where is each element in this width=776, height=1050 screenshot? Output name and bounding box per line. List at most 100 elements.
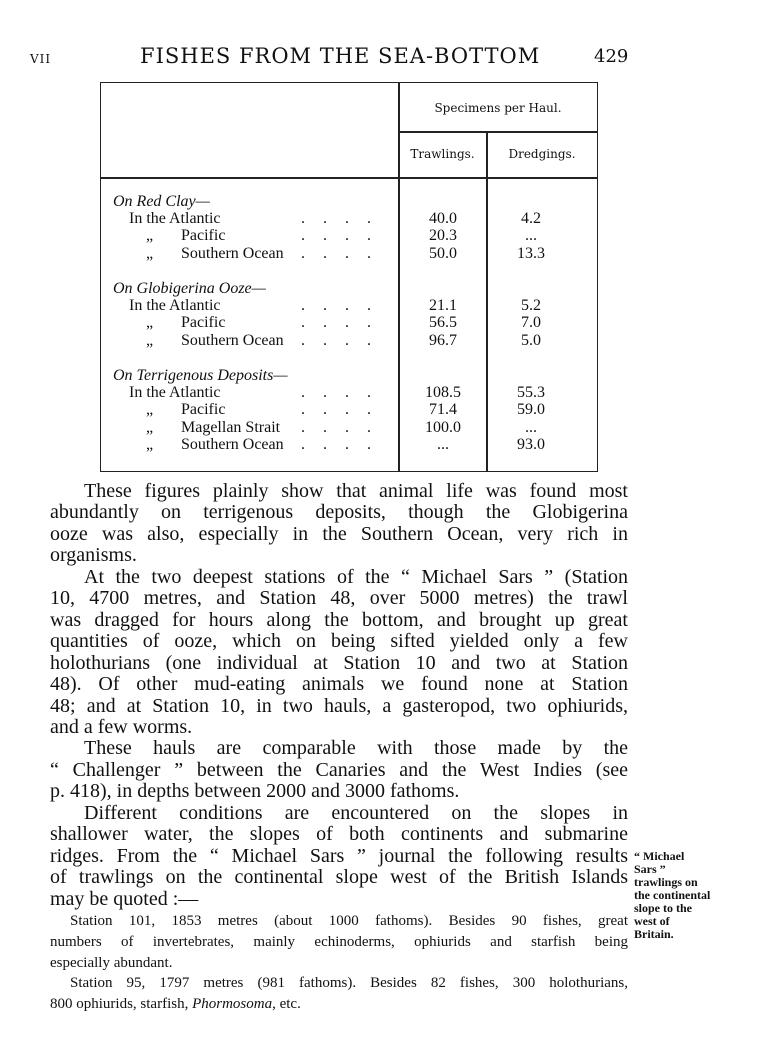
body-text-line: 48; and at Station 10, in two hauls, a g… [50, 694, 628, 717]
trawlings-value: 21.1 [429, 297, 457, 314]
trawlings-value: 56.5 [429, 314, 457, 332]
row-label: Pacific [181, 401, 226, 419]
row-label: Southern Ocean [181, 435, 284, 453]
leader-dots: .... [301, 297, 371, 314]
leader-dots: .... [301, 418, 371, 436]
ditto-mark: „ [146, 244, 154, 262]
dredgings-value: 59.0 [517, 401, 545, 419]
group-header: Specimens per Haul. [434, 101, 562, 115]
trawlings-value: 100.0 [425, 418, 461, 436]
margin-note: “ Michael Sars ” trawlings on the continent… [634, 850, 710, 941]
body-text-line: and a few worms. [50, 715, 193, 738]
trawlings-value: 96.7 [429, 331, 457, 349]
body-text-line: p. 418), in depths between 2000 and 3000… [50, 780, 460, 803]
table-row: In the Atlantic.... 21.1 5.2 [101, 297, 599, 314]
table-row: In the Atlantic.... 108.5 55.3 [101, 384, 599, 401]
column-header-trawlings: Trawlings. [410, 147, 475, 161]
page-number: 429 [594, 46, 629, 67]
header-divider [399, 131, 597, 133]
ditto-mark: „ [146, 401, 154, 419]
chapter-number: VII [30, 52, 52, 66]
row-label: Pacific [181, 314, 226, 332]
leader-dots: .... [301, 210, 371, 227]
section-title: On Terrigenous Deposits— [113, 367, 288, 384]
ditto-mark: „ [146, 314, 154, 332]
header-bottom-rule [101, 177, 597, 179]
dredgings-value: 13.3 [517, 244, 545, 262]
body-text-line: ridges. From the “ Michael Sars ” journa… [50, 844, 628, 867]
quoted-station-line: Station 95, 1797 metres (981 fathoms). B… [70, 975, 628, 992]
row-label: In the Atlantic [129, 384, 221, 401]
margin-note-line: the continental [634, 888, 711, 902]
dredgings-value: 4.2 [521, 210, 541, 227]
table-row: „ Magellan Strait.... 100.0... [101, 419, 599, 436]
row-label: Southern Ocean [181, 244, 284, 262]
row-label: In the Atlantic [129, 297, 221, 314]
body-text-line: These hauls are comparable with those ma… [84, 737, 628, 760]
table-row: „ Southern Ocean....... 93.0 [101, 436, 599, 453]
ditto-mark: „ [146, 227, 154, 245]
quoted-station-line: numbers of invertebrates, mainly echinod… [50, 933, 628, 950]
dredgings-value: 7.0 [521, 314, 541, 332]
column-divider [398, 83, 400, 471]
table-row: „ Pacific.... 71.4 59.0 [101, 401, 599, 418]
leader-dots: .... [301, 384, 371, 401]
leader-dots: .... [301, 435, 371, 453]
running-title: FISHES FROM THE SEA-BOTTOM [140, 44, 541, 68]
dredgings-value: 93.0 [517, 435, 545, 453]
specimens-table: Specimens per Haul. Trawlings. Dredgings… [100, 82, 598, 472]
table-row: In the Atlantic.... 40.0 4.2 [101, 210, 599, 227]
trawlings-value: 71.4 [429, 401, 457, 419]
trawlings-value: 40.0 [429, 210, 457, 227]
body-text-line: 48). Of other mud-eating animals we foun… [50, 673, 628, 696]
trawlings-value: 20.3 [429, 227, 457, 245]
trawlings-value: 108.5 [425, 384, 461, 401]
table-row: „ Pacific.... 56.5 7.0 [101, 314, 599, 331]
body-text-line: These figures plainly show that animal l… [84, 480, 628, 502]
section-title: On Red Clay— [113, 193, 210, 210]
leader-dots: .... [301, 401, 371, 419]
body-text-line: holothurians (one individual at Station … [50, 651, 628, 674]
row-label: Magellan Strait [181, 418, 281, 436]
ditto-mark: „ [146, 331, 154, 349]
body-text-line: quantities of ooze, which on being sifte… [50, 630, 628, 653]
body-text-line: abundantly on terrigenous deposits, thou… [50, 501, 628, 524]
body-text-line: may be quoted :— [50, 887, 199, 910]
trawlings-value: ... [437, 435, 449, 453]
dredgings-value: ... [525, 227, 537, 245]
ditto-mark: „ [146, 435, 154, 453]
column-divider [486, 131, 488, 471]
dredgings-value: 5.2 [521, 297, 541, 314]
quoted-station-line: 800 ophiurids, starfish, Phormosoma, etc… [50, 996, 301, 1013]
dredgings-value: 5.0 [521, 331, 541, 349]
quoted-station-line: especially abundant. [50, 954, 173, 971]
column-header-dredgings: Dredgings. [508, 147, 576, 161]
margin-note-line: trawlings on [634, 875, 698, 889]
body-text-line: was dragged for hours along the bottom, … [50, 608, 628, 631]
leader-dots: .... [301, 331, 371, 349]
ditto-mark: „ [146, 418, 154, 436]
row-label: In the Atlantic [129, 210, 221, 227]
row-label: Southern Ocean [181, 331, 284, 349]
body-text-line: ooze was also, especially in the Souther… [50, 522, 628, 545]
section-title: On Globigerina Ooze— [113, 280, 266, 297]
dredgings-value: 55.3 [517, 384, 545, 401]
body-text-line: shallower water, the slopes of both cont… [50, 823, 628, 846]
trawlings-value: 50.0 [429, 244, 457, 262]
body-text-line: 10, 4700 metres, and Station 48, over 50… [50, 587, 628, 610]
margin-note-line: west of [634, 914, 670, 928]
margin-note-line: Sars ” [634, 862, 666, 876]
body-text-line: Different conditions are encountered on … [84, 801, 628, 824]
dredgings-value: ... [525, 418, 537, 436]
margin-note-line: slope to the [634, 901, 692, 915]
table-row: „ Pacific.... 20.3... [101, 227, 599, 244]
row-label: Pacific [181, 227, 226, 245]
margin-note-line: “ Michael [634, 849, 685, 863]
leader-dots: .... [301, 244, 371, 262]
body-text-line: of trawlings on the continental slope we… [50, 866, 628, 889]
body-text-line: “ Challenger ” between the Canaries and … [50, 758, 628, 781]
leader-dots: .... [301, 314, 371, 332]
table-row: „ Southern Ocean.... 96.7 5.0 [101, 332, 599, 349]
body-text-line: At the two deepest stations of the “ Mic… [84, 565, 628, 588]
